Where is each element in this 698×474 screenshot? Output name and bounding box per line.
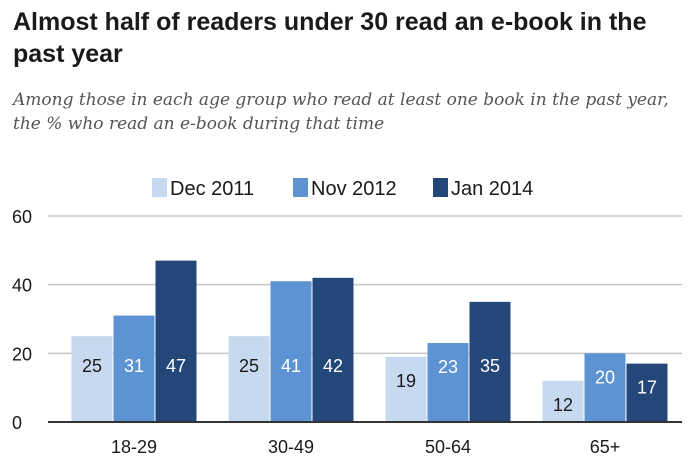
data-label: 31 bbox=[124, 356, 144, 376]
bar-30-49-jan-2014 bbox=[312, 277, 354, 422]
bar-50-64-nov-2012 bbox=[427, 343, 469, 422]
legend-label: Nov 2012 bbox=[311, 178, 397, 200]
data-label: 42 bbox=[323, 356, 343, 376]
data-labels: 25 31 47 25 41 42 19 23 35 12 20 17 bbox=[82, 356, 657, 415]
chart-title: Almost half of readers under 30 read an … bbox=[13, 8, 647, 68]
legend-swatch bbox=[433, 178, 448, 197]
bar-65+-nov-2012 bbox=[584, 353, 626, 422]
bar-18-29-nov-2012 bbox=[113, 315, 155, 422]
legend-swatch bbox=[152, 178, 167, 197]
bar-65+-jan-2014 bbox=[626, 363, 668, 422]
x-tick-label: 18-29 bbox=[111, 437, 157, 457]
legend-label: Jan 2014 bbox=[451, 178, 533, 200]
y-tick-label: 40 bbox=[12, 276, 32, 296]
bar-18-29-jan-2014 bbox=[155, 260, 197, 422]
data-label: 17 bbox=[637, 378, 657, 398]
data-label: 12 bbox=[553, 395, 573, 415]
legend: Dec 2011 Nov 2012 Jan 2014 bbox=[152, 178, 533, 200]
legend-swatch bbox=[293, 178, 308, 197]
x-tick-label: 50-64 bbox=[425, 437, 471, 457]
y-tick-label: 0 bbox=[12, 413, 22, 433]
x-tick-label: 65+ bbox=[590, 437, 621, 457]
data-label: 25 bbox=[82, 356, 102, 376]
x-tick-label: 30-49 bbox=[268, 437, 314, 457]
bar-30-49-dec-2011 bbox=[228, 336, 270, 422]
data-label: 19 bbox=[396, 371, 416, 391]
y-tick-label: 20 bbox=[12, 344, 32, 364]
bar-50-64-jan-2014 bbox=[469, 301, 511, 422]
legend-label: Dec 2011 bbox=[170, 178, 254, 200]
bar-30-49-nov-2012 bbox=[270, 281, 312, 422]
axes: 0 20 40 60 18-29 30-49 50-64 65+ bbox=[12, 207, 682, 457]
data-label: 20 bbox=[595, 367, 615, 387]
bar-18-29-dec-2011 bbox=[71, 336, 113, 422]
bar-50-64-dec-2011 bbox=[385, 356, 427, 422]
chart-subtitle: Among those in each age group who read a… bbox=[13, 90, 669, 134]
data-label: 41 bbox=[281, 356, 301, 376]
y-tick-label: 60 bbox=[12, 207, 32, 227]
bars bbox=[71, 260, 668, 422]
data-label: 35 bbox=[480, 356, 500, 376]
data-label: 47 bbox=[166, 356, 186, 376]
data-label: 25 bbox=[239, 356, 259, 376]
bar-65+-dec-2011 bbox=[542, 380, 584, 422]
data-label: 23 bbox=[438, 357, 458, 377]
